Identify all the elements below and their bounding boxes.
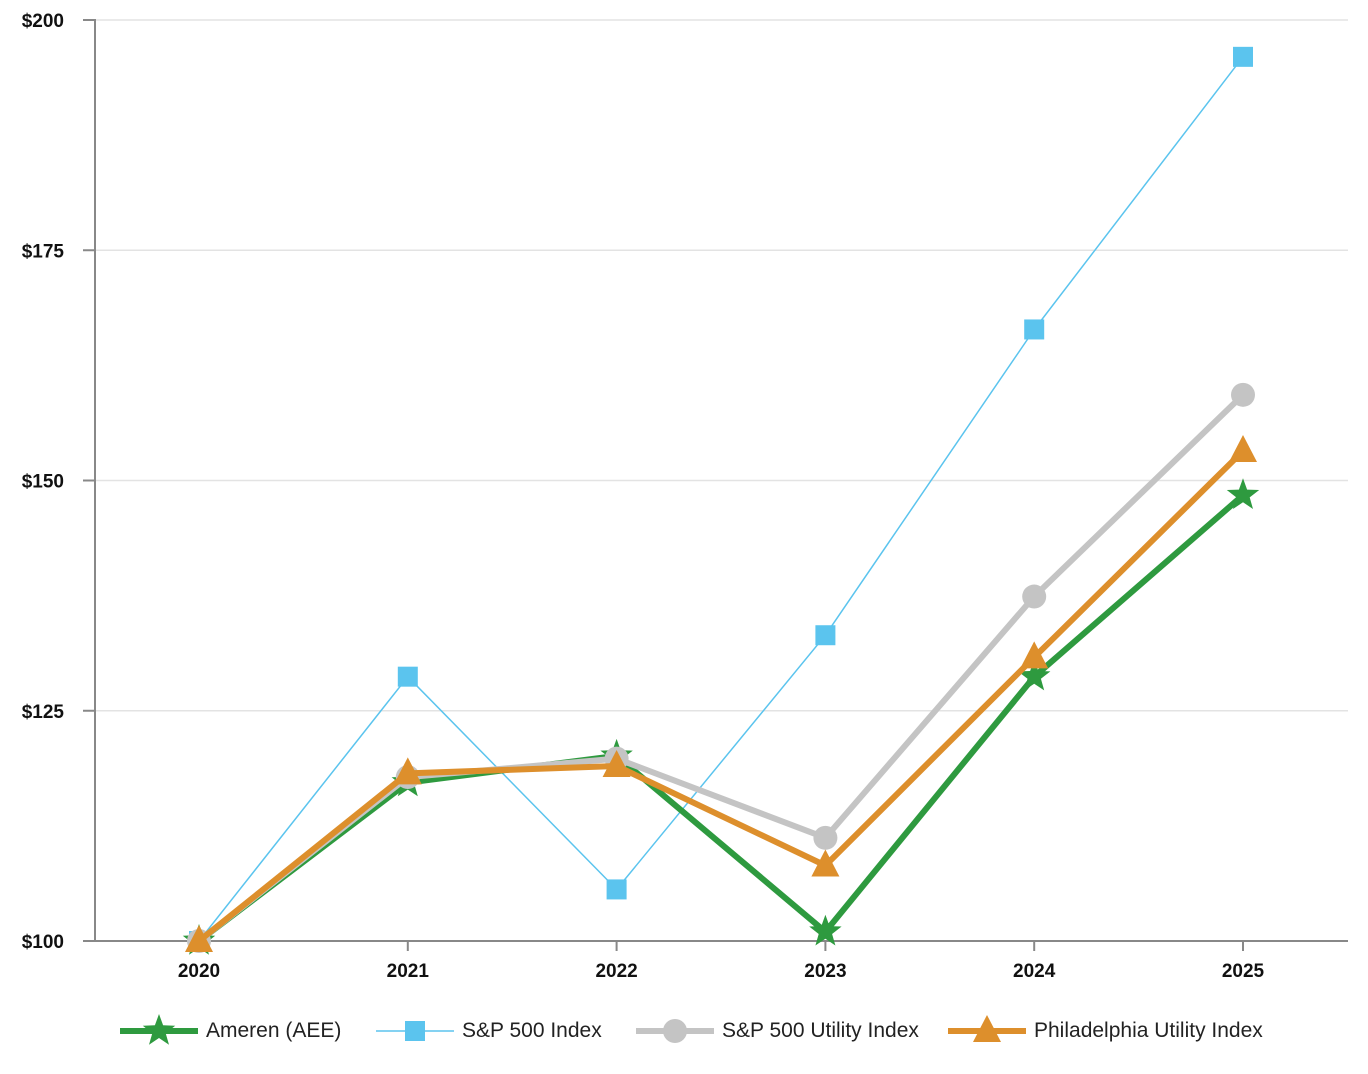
series-s-p-500-utility-index [187, 382, 1255, 953]
data-point-philadelphia-utility-index [1020, 641, 1049, 669]
y-tick-label: $200 [22, 11, 64, 32]
x-tick-label: 2020 [178, 961, 220, 982]
series-line-philadelphia-utility-index [197, 448, 1246, 944]
legend-label: Philadelphia Utility Index [1034, 1019, 1263, 1042]
data-point-ameren-aee [1018, 659, 1051, 691]
series-philadelphia-utility-index [185, 435, 1257, 952]
legend-marker [663, 1019, 687, 1043]
x-tick-label: 2025 [1222, 961, 1265, 982]
legend-item: Philadelphia Utility Index [946, 1006, 1263, 1056]
data-point-philadelphia-utility-index [393, 757, 422, 785]
legend-swatch-star-icon [120, 1014, 198, 1045]
data-point-s-p-500-utility-index [1231, 382, 1255, 407]
x-tick-label: 2022 [595, 961, 637, 982]
line-chart: $100$125$150$175$200 2020 2021 2022 2023 202… [22, 11, 1348, 982]
data-point-s-p-500-index [606, 879, 627, 900]
legend-marker [973, 1015, 1001, 1042]
legend-swatch-square-icon [376, 1021, 454, 1041]
x-tick-label: 2021 [387, 961, 430, 982]
data-point-ameren-aee [1226, 478, 1260, 509]
legend-label: Ameren (AEE) [206, 1019, 342, 1042]
y-tick-label: $150 [22, 472, 64, 493]
legend-label: S&P 500 Utility Index [722, 1019, 919, 1042]
y-tick-label: $100 [22, 932, 64, 953]
series-layer [182, 46, 1260, 955]
legend-marker [405, 1021, 425, 1041]
x-tick-label: 2023 [804, 961, 846, 982]
y-axis-ticks: $100 $125 $150 $175 $200 [22, 11, 95, 953]
legend-marker [142, 1014, 176, 1045]
data-point-s-p-500-index [397, 666, 418, 687]
data-point-ameren-aee [809, 914, 842, 946]
x-tick-label: 2024 [1013, 961, 1056, 982]
y-tick-label: $125 [22, 702, 65, 723]
series-line-s-p-500-utility-index [197, 392, 1246, 944]
data-point-s-p-500-utility-index [1022, 584, 1047, 609]
data-point-s-p-500-index [1233, 46, 1253, 67]
data-point-philadelphia-utility-index [1229, 435, 1257, 463]
legend-item: S&P 500 Utility Index [634, 1006, 919, 1056]
data-point-philadelphia-utility-index [811, 849, 840, 877]
data-point-philadelphia-utility-index [185, 925, 213, 952]
legend-item: Ameren (AEE) [118, 1006, 341, 1056]
data-point-s-p-500-utility-index [813, 825, 838, 850]
legend-swatch-triangle-icon [948, 1015, 1026, 1042]
legend-item: S&P 500 Index [374, 1006, 602, 1056]
grid-lines [95, 19, 1348, 712]
series-ameren-aee [182, 478, 1260, 955]
data-point-s-p-500-index [1024, 319, 1045, 340]
x-axis-ticks: 2020 2021 2022 2023 2024 2025 [178, 941, 1265, 982]
series-line-ameren-aee [197, 492, 1245, 944]
series-line-s-p-500-index [198, 56, 1244, 942]
legend-label: S&P 500 Index [462, 1019, 602, 1042]
y-tick-label: $175 [22, 241, 65, 262]
data-point-philadelphia-utility-index [602, 750, 631, 778]
legend-swatch-circle-icon [636, 1019, 714, 1043]
legend: Ameren (AEE) S&P 500 Index S&P 500 Utility… [0, 1006, 1368, 1056]
data-point-s-p-500-index [815, 625, 836, 646]
